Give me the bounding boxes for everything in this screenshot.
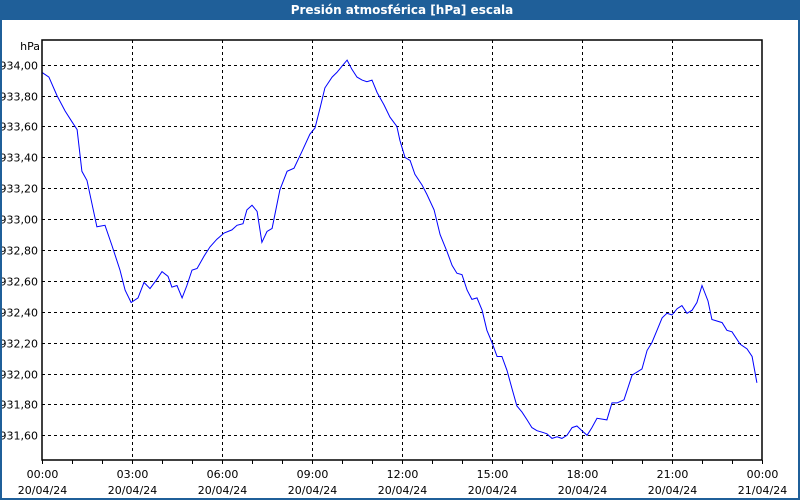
x-tick-time: 21:00: [657, 468, 689, 481]
x-axis: 00:00 20/04/24 03:00 20/04/24 06:00 20/04/24 0…: [18, 460, 787, 497]
grid-lines: [42, 40, 762, 460]
y-axis-unit-label: hPa: [20, 40, 40, 53]
y-tick-label: 934,00: [2, 60, 38, 73]
y-axis: 931,60 931,80 932,00 932,20 932,40 932,60 932,…: [2, 60, 38, 443]
y-tick-label: 932,40: [2, 307, 38, 320]
x-tick-time: 00:00: [27, 468, 59, 481]
x-tick-date: 20/04/24: [288, 484, 337, 497]
pressure-series-line: [41, 59, 758, 439]
plot-frame: [41, 39, 763, 461]
x-tick-time: 03:00: [117, 468, 149, 481]
y-tick-label: 931,80: [2, 399, 38, 412]
x-tick-date: 20/04/24: [648, 484, 697, 497]
y-tick-label: 933,00: [2, 214, 38, 227]
x-tick-date: 20/04/24: [108, 484, 157, 497]
y-tick-label: 932,80: [2, 245, 38, 258]
x-tick-date: 20/04/24: [558, 484, 607, 497]
y-tick-label: 933,80: [2, 91, 38, 104]
window-title: Presión atmosférica [hPa] escala: [2, 0, 800, 20]
x-tick-time: 09:00: [297, 468, 329, 481]
x-tick-time: 18:00: [567, 468, 599, 481]
x-tick-time: 06:00: [207, 468, 239, 481]
y-tick-label: 931,60: [2, 430, 38, 443]
y-tick-label: 933,60: [2, 121, 38, 134]
y-tick-label: 933,20: [2, 183, 38, 196]
y-tick-label: 933,40: [2, 152, 38, 165]
x-tick-date: 20/04/24: [378, 484, 427, 497]
x-tick-time: 00:00: [747, 468, 779, 481]
x-tick-time: 15:00: [477, 468, 509, 481]
x-tick-time: 12:00: [387, 468, 419, 481]
y-tick-label: 932,60: [2, 276, 38, 289]
y-tick-label: 932,20: [2, 338, 38, 351]
x-tick-date: 21/04/24: [738, 484, 787, 497]
x-tick-date: 20/04/24: [198, 484, 247, 497]
x-tick-date: 20/04/24: [18, 484, 67, 497]
y-tick-label: 932,00: [2, 369, 38, 382]
x-tick-date: 20/04/24: [468, 484, 517, 497]
